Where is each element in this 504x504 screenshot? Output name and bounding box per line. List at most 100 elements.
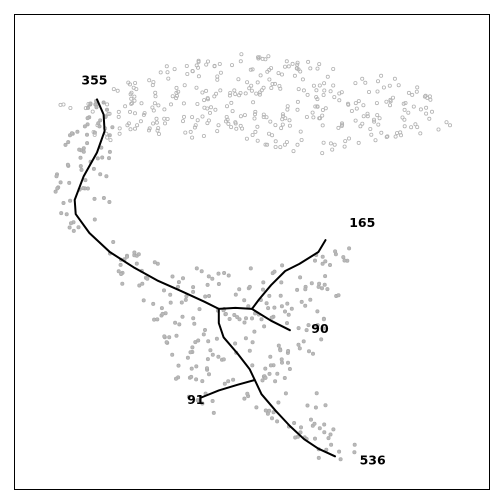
- cell-point: [123, 104, 128, 109]
- cell-point: [328, 141, 333, 146]
- cell-point: [290, 61, 295, 66]
- cell-point: [266, 131, 271, 136]
- cell-point: [308, 66, 313, 71]
- cell-point: [424, 105, 429, 110]
- cell-point: [255, 124, 260, 129]
- cell-point: [269, 66, 274, 71]
- cell-point: [311, 115, 316, 120]
- cell-point: [233, 121, 238, 126]
- cell-point: [69, 131, 74, 136]
- cell-point: [331, 67, 336, 72]
- cell-point: [352, 450, 357, 455]
- cell-point: [320, 123, 325, 128]
- cell-point: [279, 357, 284, 362]
- cell-point: [190, 135, 195, 140]
- cell-point: [117, 126, 122, 131]
- cell-point: [268, 363, 273, 368]
- cell-point: [165, 117, 170, 122]
- cell-point: [215, 129, 220, 134]
- cell-point: [129, 101, 134, 106]
- cell-point: [68, 106, 73, 111]
- cell-point: [315, 97, 320, 102]
- cell-point: [236, 77, 241, 82]
- cell-point: [250, 132, 255, 137]
- cell-point: [229, 100, 234, 105]
- cell-point: [188, 129, 193, 134]
- cell-point: [101, 100, 106, 105]
- cell-point: [315, 309, 320, 314]
- cell-point: [226, 273, 231, 278]
- cell-point: [263, 142, 268, 147]
- cell-point: [166, 76, 171, 81]
- cell-point: [278, 293, 283, 298]
- cell-point: [195, 65, 200, 70]
- cell-point: [356, 99, 361, 104]
- cell-point: [280, 263, 285, 268]
- cell-point: [276, 71, 281, 76]
- cell-point: [176, 89, 181, 94]
- cell-point: [356, 140, 361, 145]
- cell-point: [204, 88, 209, 93]
- cell-point: [152, 260, 157, 265]
- cell-point: [200, 401, 205, 406]
- cell-point: [207, 372, 212, 377]
- cell-point: [174, 85, 179, 90]
- cell-point: [245, 80, 250, 85]
- cell-point: [165, 70, 170, 75]
- cell-point: [321, 317, 326, 322]
- cell-point: [132, 94, 137, 99]
- cell-point: [254, 405, 259, 410]
- cell-point: [222, 381, 227, 386]
- cell-point: [287, 366, 292, 371]
- cell-point: [120, 281, 125, 286]
- cell-point: [273, 379, 278, 384]
- cell-point: [394, 131, 399, 136]
- cell-point: [257, 92, 262, 97]
- cell-point: [154, 116, 159, 121]
- cell-point: [323, 274, 328, 279]
- cell-point: [215, 77, 220, 82]
- cell-point: [384, 99, 389, 104]
- cell-point: [66, 140, 71, 145]
- cell-point: [263, 408, 268, 413]
- cell-point: [385, 134, 390, 139]
- cell-point: [215, 74, 220, 79]
- cell-point: [232, 312, 237, 317]
- cell-point: [325, 287, 330, 292]
- cell-point: [156, 103, 161, 108]
- cell-point: [164, 340, 169, 345]
- cell-point: [233, 92, 238, 97]
- cell-point: [181, 276, 186, 281]
- cell-point: [275, 419, 280, 424]
- cell-point: [201, 332, 206, 337]
- cell-point: [156, 131, 161, 136]
- cell-point: [253, 109, 258, 114]
- cell-point: [255, 80, 260, 85]
- cell-point: [231, 377, 236, 382]
- cell-point: [197, 307, 202, 312]
- cell-point: [116, 109, 121, 114]
- cell-point: [273, 123, 278, 128]
- cell-point: [280, 122, 285, 127]
- cell-point: [229, 63, 234, 68]
- cell-point: [379, 73, 384, 78]
- cell-point: [273, 144, 278, 149]
- cell-point: [377, 116, 382, 121]
- cell-point: [167, 335, 172, 340]
- cell-point: [411, 104, 416, 109]
- cell-point: [285, 107, 290, 112]
- cell-point: [179, 300, 184, 305]
- cell-point: [127, 109, 132, 114]
- cell-point: [266, 54, 271, 59]
- cell-point: [146, 128, 151, 133]
- cell-point: [306, 349, 311, 354]
- cell-point: [375, 79, 380, 84]
- cell-point: [128, 127, 133, 132]
- cell-point: [322, 422, 327, 427]
- cell-point: [352, 442, 357, 447]
- cell-point: [206, 274, 211, 279]
- cell-point: [110, 125, 115, 130]
- cell-point: [305, 92, 310, 97]
- cell-point: [154, 120, 159, 125]
- cell-point: [326, 436, 331, 441]
